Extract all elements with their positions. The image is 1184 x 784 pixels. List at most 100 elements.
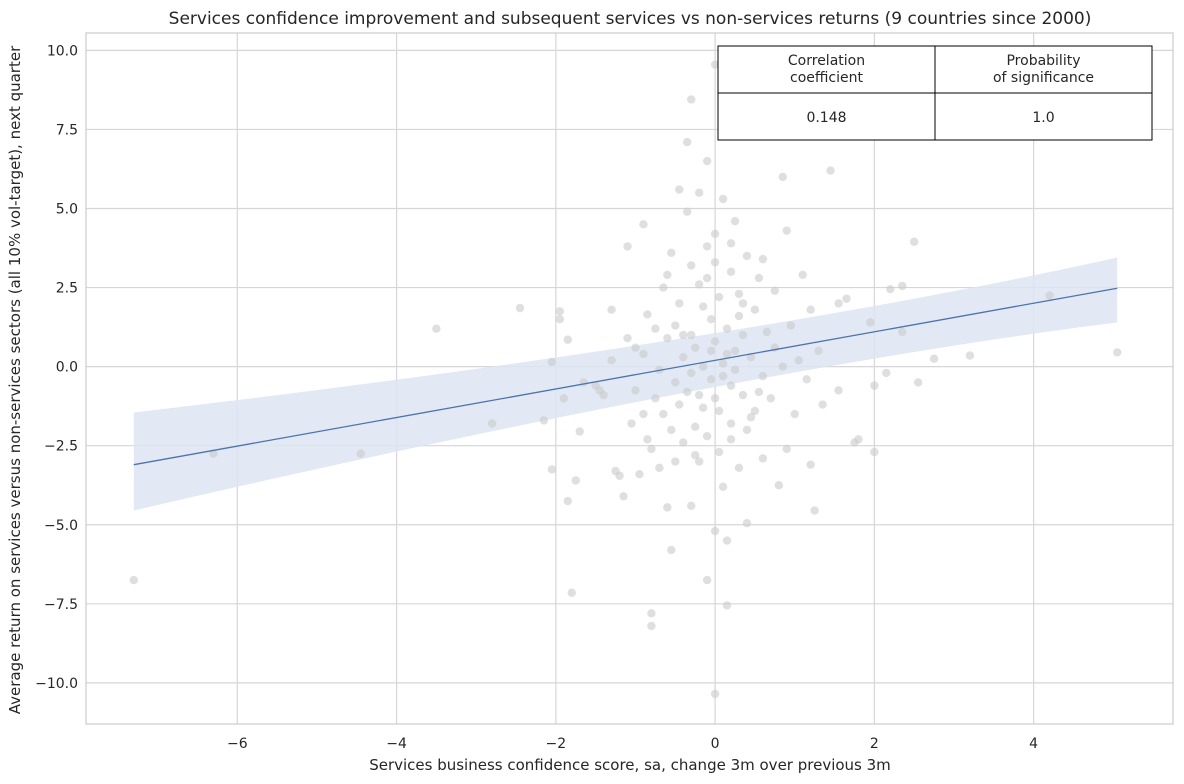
scatter-point bbox=[623, 333, 632, 343]
scatter-point bbox=[929, 354, 939, 363]
scatter-point bbox=[663, 503, 672, 512]
scatter-point bbox=[575, 427, 584, 436]
scatter-point bbox=[726, 435, 736, 444]
table-value: 1.0 bbox=[1032, 110, 1054, 126]
scatter-point bbox=[870, 447, 879, 457]
scatter-point bbox=[790, 409, 799, 419]
scatter-point bbox=[487, 419, 497, 428]
scatter-point bbox=[798, 270, 807, 280]
scatter-point bbox=[547, 357, 557, 367]
scatter-point bbox=[738, 299, 748, 308]
scatter-point bbox=[667, 425, 676, 435]
scatter-point bbox=[782, 444, 791, 454]
scatter-point bbox=[782, 226, 791, 235]
y-tick-label: −7.5 bbox=[44, 597, 78, 613]
scatter-point bbox=[643, 435, 652, 444]
scatter-point bbox=[714, 292, 724, 302]
scatter-point bbox=[726, 239, 736, 248]
table-header: of significance bbox=[993, 70, 1094, 86]
scatter-point bbox=[687, 501, 696, 510]
scatter-point bbox=[754, 273, 764, 283]
scatter-point bbox=[567, 588, 576, 597]
scatter-point bbox=[647, 621, 656, 631]
table-header: Probability bbox=[1006, 53, 1080, 69]
scatter-point bbox=[702, 273, 712, 283]
y-tick-label: 0.0 bbox=[56, 360, 78, 376]
scatter-point bbox=[802, 375, 811, 384]
scatter-point bbox=[515, 303, 525, 313]
scatter-point bbox=[639, 220, 648, 229]
scatter-point bbox=[766, 394, 776, 403]
scatter-point bbox=[659, 283, 668, 292]
scatter-point bbox=[818, 400, 827, 409]
x-tick-label: −4 bbox=[386, 736, 407, 752]
scatter-point bbox=[687, 95, 696, 104]
scatter-point bbox=[683, 387, 692, 397]
scatter-point bbox=[698, 362, 708, 371]
scatter-point bbox=[746, 413, 756, 422]
scatter-point bbox=[655, 463, 664, 473]
scatter-point bbox=[734, 311, 744, 321]
scatter-point bbox=[742, 425, 752, 435]
scatter-point bbox=[870, 381, 879, 390]
scatter-point bbox=[710, 526, 720, 536]
table-header: coefficient bbox=[790, 70, 863, 86]
scatter-point bbox=[679, 438, 688, 447]
scatter-point bbox=[770, 286, 780, 295]
scatter-point bbox=[730, 346, 740, 356]
scatter-point bbox=[866, 318, 875, 327]
scatter-point bbox=[671, 457, 680, 466]
scatter-point bbox=[694, 457, 704, 466]
scatter-point bbox=[882, 368, 891, 378]
scatter-point bbox=[722, 536, 732, 545]
scatter-point bbox=[651, 324, 660, 333]
scatter-point bbox=[599, 390, 608, 400]
scatter-point bbox=[702, 242, 712, 251]
scatter-point bbox=[718, 482, 728, 492]
x-axis-ticks: −6 −4 −2 0 2 4 bbox=[227, 736, 1038, 752]
y-axis-label: Average return on services versus non-se… bbox=[6, 45, 24, 714]
scatter-point bbox=[806, 305, 815, 314]
scatter-point bbox=[734, 463, 744, 473]
scatter-point bbox=[432, 324, 441, 333]
scatter-point bbox=[726, 381, 736, 390]
scatter-point bbox=[639, 409, 648, 419]
scatter-point bbox=[710, 60, 720, 69]
scatter-point bbox=[663, 270, 672, 280]
x-tick-label: 4 bbox=[1029, 736, 1038, 752]
scatter-point bbox=[834, 386, 843, 395]
scatter-point bbox=[694, 390, 704, 400]
scatter-point bbox=[563, 335, 572, 344]
scatter-point bbox=[687, 330, 696, 340]
scatter-point bbox=[129, 575, 138, 585]
scatter-point bbox=[710, 337, 720, 346]
scatter-point bbox=[647, 444, 656, 454]
y-tick-label: −10.0 bbox=[35, 676, 78, 692]
scatter-point bbox=[738, 390, 748, 400]
scatter-point bbox=[555, 307, 565, 316]
scatter-point bbox=[738, 330, 748, 340]
scatter-point bbox=[1113, 348, 1122, 357]
scatter-point bbox=[619, 492, 628, 501]
scatter-point bbox=[758, 454, 768, 463]
x-tick-label: −2 bbox=[546, 736, 567, 752]
scatter-point bbox=[571, 476, 580, 485]
scatter-point bbox=[810, 506, 819, 515]
scatter-point bbox=[659, 409, 668, 419]
scatter-point bbox=[706, 315, 716, 324]
scatter-point bbox=[726, 267, 736, 276]
x-tick-label: −6 bbox=[227, 736, 248, 752]
scatter-point bbox=[710, 394, 720, 403]
scatter-point bbox=[726, 419, 736, 428]
scatter-point bbox=[671, 378, 680, 387]
y-tick-label: 5.0 bbox=[56, 202, 78, 218]
y-tick-label: 7.5 bbox=[56, 122, 78, 138]
scatter-point bbox=[898, 281, 907, 291]
scatter-point bbox=[774, 481, 784, 490]
scatter-point bbox=[687, 261, 696, 270]
scatter-point bbox=[710, 689, 720, 699]
scatter-point bbox=[555, 315, 565, 324]
scatter-point bbox=[794, 356, 803, 365]
scatter-point bbox=[209, 449, 218, 458]
scatter-point bbox=[607, 356, 616, 365]
